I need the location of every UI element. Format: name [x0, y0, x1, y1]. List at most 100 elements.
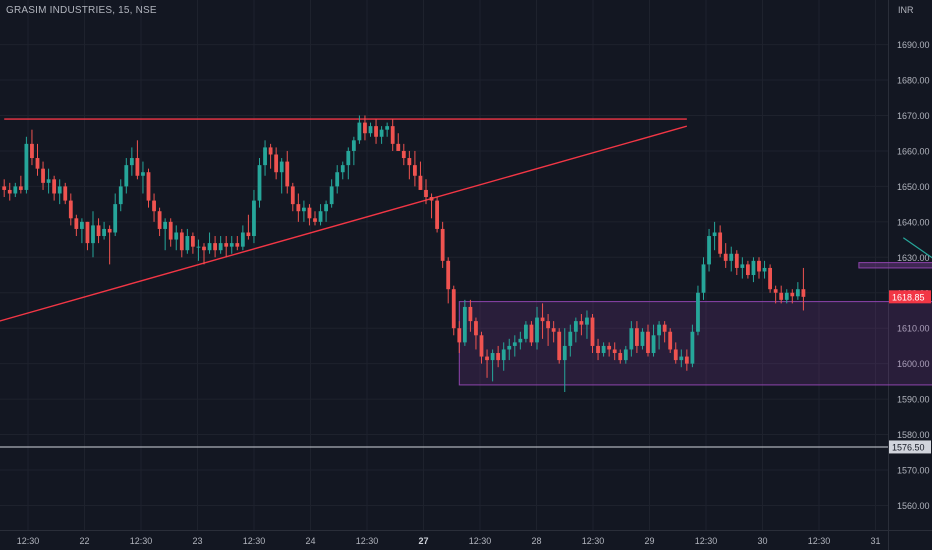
candle-body	[773, 289, 778, 293]
candle-body	[96, 225, 101, 237]
candle-body	[573, 321, 578, 332]
candle-body	[535, 317, 539, 343]
candle-body	[74, 218, 79, 229]
candle-body	[340, 165, 345, 173]
candle-body	[252, 200, 256, 237]
price-tick-label: 1580.00	[897, 430, 930, 440]
price-tick-label: 1650.00	[897, 182, 930, 192]
candle-body	[357, 122, 362, 141]
candle-body	[485, 356, 489, 361]
price-tick-label: 1660.00	[897, 146, 930, 156]
candle-body	[418, 175, 423, 190]
candle-body	[107, 228, 112, 233]
candle-body	[235, 243, 240, 247]
time-tick-label: 23	[192, 536, 202, 546]
candle-body	[490, 353, 495, 361]
price-tick-label: 1640.00	[897, 217, 930, 227]
candle-body	[363, 122, 367, 134]
candle-body	[562, 345, 567, 361]
candle-body	[91, 225, 95, 244]
time-tick-label: 12:30	[808, 536, 831, 546]
candle-body	[746, 264, 750, 276]
candle-body	[440, 228, 445, 261]
candle-body	[668, 331, 673, 350]
last-price-tag: 1618.85	[892, 292, 925, 302]
candle-body	[379, 129, 384, 137]
candle-body	[2, 186, 7, 190]
candle-body	[679, 356, 684, 361]
candle-body	[590, 317, 595, 346]
candle-body	[80, 221, 84, 229]
time-tick-label: 12:30	[243, 536, 266, 546]
candle-body	[657, 324, 661, 336]
candle-body	[146, 172, 151, 201]
candle-body	[729, 253, 734, 261]
support-price-tag-bg	[889, 440, 931, 454]
candle-body	[568, 331, 573, 346]
candle-body	[684, 356, 689, 364]
candle-body	[518, 338, 523, 343]
candle-body	[457, 328, 462, 343]
candle-body	[351, 140, 356, 151]
candle-body	[307, 207, 312, 219]
candle-body	[102, 228, 106, 237]
demand-zone	[458, 301, 932, 386]
candle-body	[263, 147, 267, 166]
time-tick-label: 24	[305, 536, 315, 546]
candle-body	[240, 232, 245, 247]
candle-body	[540, 317, 545, 322]
time-tick-label: 12:30	[130, 536, 153, 546]
time-tick-label: 31	[870, 536, 880, 546]
candle-body	[7, 189, 12, 194]
candle-body	[801, 289, 806, 297]
candle-body	[629, 328, 634, 350]
candle-body	[723, 253, 728, 261]
candle-body	[468, 306, 473, 322]
candle-body	[413, 165, 417, 176]
candle-body	[157, 211, 162, 229]
candle-body	[646, 331, 650, 354]
candle-body	[274, 154, 279, 173]
candle-body	[213, 243, 217, 251]
candle-body	[324, 204, 328, 212]
support-price-tag: 1576.50	[892, 442, 925, 452]
candle-body	[63, 186, 68, 201]
candle-body	[57, 186, 62, 194]
candle-body	[579, 321, 584, 325]
candle-body	[690, 331, 695, 364]
price-tick-label: 1690.00	[897, 40, 930, 50]
candle-body	[18, 186, 23, 190]
candle-body	[35, 158, 40, 169]
candle-body	[396, 143, 401, 151]
candle-body	[712, 232, 717, 237]
candle-body	[296, 204, 301, 212]
candle-body	[268, 147, 273, 155]
candle-body	[335, 172, 340, 187]
candle-body	[13, 186, 18, 194]
candle-body	[141, 172, 145, 176]
last-price-tag-bg	[889, 290, 931, 304]
candle-body	[601, 345, 606, 354]
candle-body	[701, 264, 706, 293]
candle-body	[768, 267, 772, 290]
symbol-title: GRASIM INDUSTRIES, 15, NSE	[6, 5, 157, 16]
price-tick-label: 1610.00	[897, 324, 930, 334]
candle-body	[346, 150, 351, 166]
time-tick-label: 29	[644, 536, 654, 546]
price-tick-label: 1570.00	[897, 466, 930, 476]
candle-body	[68, 200, 73, 219]
time-tick-label: 12:30	[469, 536, 492, 546]
candle-body	[623, 349, 628, 361]
price-tick-label: 1630.00	[897, 253, 930, 263]
candle-body	[174, 232, 179, 240]
candle-body	[368, 126, 373, 134]
candle-body	[407, 158, 412, 166]
candle-body	[113, 204, 118, 233]
candle-body	[696, 292, 700, 332]
price-tick-label: 1680.00	[897, 76, 930, 86]
candle-body	[285, 161, 290, 187]
candle-body	[779, 292, 784, 300]
candle-body	[118, 186, 123, 205]
candle-body	[551, 328, 556, 332]
